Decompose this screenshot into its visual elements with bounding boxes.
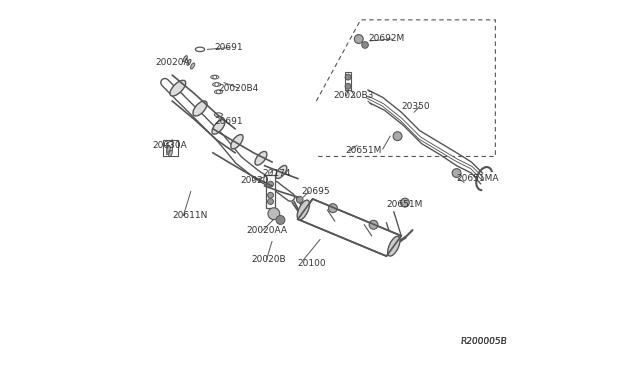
Text: 20020B4: 20020B4: [218, 84, 259, 93]
Text: 20020: 20020: [241, 176, 269, 185]
Text: 20695: 20695: [301, 187, 330, 196]
Ellipse shape: [231, 135, 243, 149]
Circle shape: [216, 90, 220, 94]
Text: 20174: 20174: [263, 169, 291, 177]
Text: 20020B3: 20020B3: [333, 91, 373, 100]
Circle shape: [401, 198, 410, 207]
Circle shape: [393, 132, 402, 141]
Text: 20651MA: 20651MA: [456, 174, 499, 183]
Circle shape: [362, 42, 369, 48]
Text: 20611N: 20611N: [172, 211, 208, 220]
Bar: [266, 175, 275, 208]
Text: 20691: 20691: [215, 117, 243, 126]
Text: 20020B: 20020B: [252, 255, 286, 264]
Ellipse shape: [187, 60, 191, 65]
Circle shape: [345, 83, 351, 89]
Circle shape: [355, 35, 363, 44]
Ellipse shape: [212, 120, 225, 134]
Polygon shape: [298, 199, 401, 256]
Ellipse shape: [193, 101, 207, 116]
Text: 20100: 20100: [298, 259, 326, 268]
Ellipse shape: [167, 146, 170, 152]
Circle shape: [452, 169, 461, 177]
Circle shape: [268, 192, 273, 198]
Text: 20020AA: 20020AA: [246, 226, 287, 235]
Text: 20350: 20350: [401, 102, 430, 111]
Text: R200005B: R200005B: [460, 337, 507, 346]
Ellipse shape: [183, 56, 188, 62]
Ellipse shape: [255, 151, 267, 165]
Circle shape: [268, 208, 280, 219]
Text: R200005B: R200005B: [460, 337, 507, 346]
Ellipse shape: [191, 63, 195, 69]
Ellipse shape: [297, 200, 310, 220]
Text: 20691: 20691: [215, 43, 243, 52]
Text: 20651M: 20651M: [346, 147, 382, 155]
Text: 20030A: 20030A: [152, 141, 187, 150]
Ellipse shape: [388, 236, 400, 256]
Circle shape: [215, 83, 218, 86]
Text: 20651M: 20651M: [387, 200, 423, 209]
Bar: [345, 71, 351, 90]
Circle shape: [268, 181, 273, 187]
Ellipse shape: [170, 80, 186, 96]
Circle shape: [328, 204, 337, 212]
Circle shape: [213, 75, 216, 79]
Circle shape: [276, 215, 285, 224]
Ellipse shape: [276, 166, 287, 179]
Text: 20020A: 20020A: [156, 58, 190, 67]
Circle shape: [268, 199, 273, 205]
Text: 20692M: 20692M: [368, 34, 404, 43]
Ellipse shape: [169, 150, 172, 157]
Circle shape: [369, 220, 378, 229]
Circle shape: [345, 74, 351, 80]
Circle shape: [296, 196, 303, 203]
